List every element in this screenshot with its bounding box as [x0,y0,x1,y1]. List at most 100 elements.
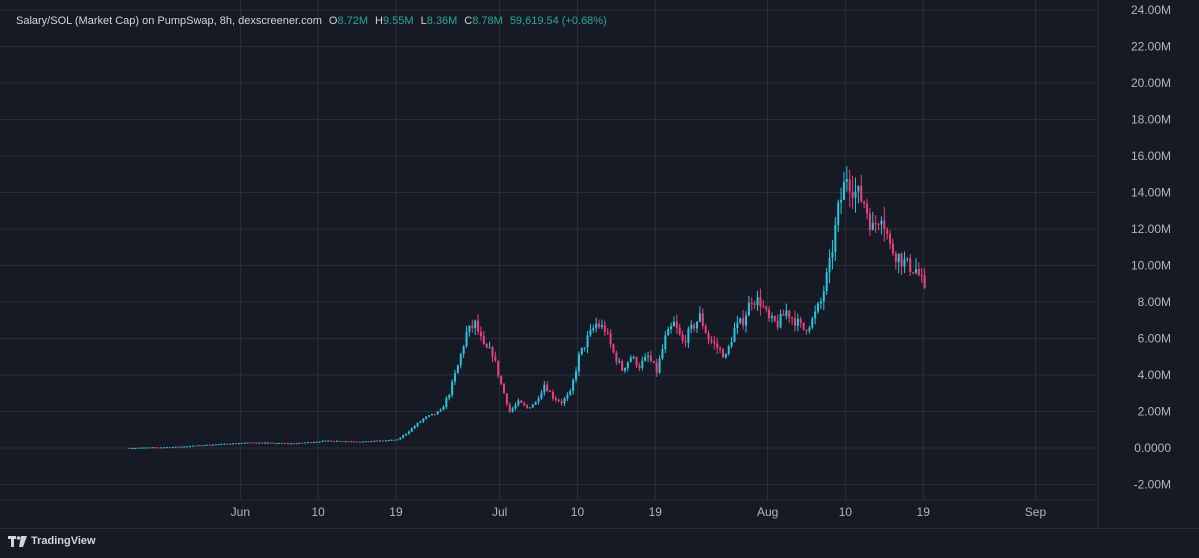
candle-body [667,328,670,336]
candle-body [623,367,627,371]
candle-body [629,357,632,362]
candle-body [554,398,557,400]
open-label: O [328,15,338,27]
candle-body [848,179,851,192]
low-label: L [420,15,427,27]
candle-body [583,347,586,349]
candle-body [350,441,353,443]
candle-body [312,442,315,444]
candle-body [615,352,618,362]
candle-body [393,439,396,441]
candle-body [272,442,275,444]
candle-body [255,442,258,444]
candle-body [491,347,494,357]
candle-body [750,302,753,304]
candle-body [229,443,232,445]
candle-body [791,317,794,319]
candle-body [134,447,137,449]
candle-body [753,303,756,306]
candle-body [773,315,776,321]
candle-body [330,440,333,442]
tradingview-icon [8,535,27,547]
price-tick-label: 24.00M [1131,3,1171,17]
candle-body [220,443,223,445]
candle-body [139,447,142,449]
candle-body [903,259,906,267]
price-tick-label: 0.0000 [1134,441,1171,455]
candle-body [776,320,779,328]
candle-body [327,440,330,442]
price-tick-label: 6.00M [1138,332,1171,346]
price-tick-label: 2.00M [1138,405,1171,419]
candle-body [186,446,189,448]
candle-body [471,325,474,328]
change-value: 59,619.54 (+0.68%) [509,15,607,27]
candle-body [819,301,822,304]
candle-body [165,447,168,449]
candle-body [324,440,327,442]
price-tick-label: -2.00M [1134,478,1171,492]
candle-body [226,443,229,445]
candle-body [364,441,367,443]
candle-body [719,347,722,350]
candle-body [575,371,578,380]
candle-body [894,253,897,262]
candle-body [511,408,514,412]
price-tick-label: 10.00M [1131,259,1171,273]
candle-body [546,384,549,392]
high-value: 9.55M [383,15,414,27]
candle-body [626,361,629,368]
candle-body [747,302,750,316]
candle-body [402,435,405,438]
candle-body [237,443,240,445]
candle-body [644,356,647,361]
candle-body [373,440,376,442]
candle-body [407,431,410,434]
candle-body [448,395,451,398]
candle-body [727,346,730,354]
candle-body [759,297,762,307]
candle-body [589,329,592,336]
candle-body [214,444,217,446]
candle-body [243,442,246,444]
candle-body [451,381,454,396]
candle-body [405,433,408,436]
candle-body [811,318,814,328]
candle-body [831,251,834,258]
candle-body [315,441,318,443]
candle-body [745,315,748,326]
candle-body [151,447,154,449]
candle-body [557,399,560,402]
candle-body [410,428,413,432]
candle-body [598,323,601,328]
candle-body [289,443,292,445]
candle-body [716,343,719,348]
candle-body [387,440,390,442]
candle-body [730,342,733,347]
candle-body [540,392,543,399]
candle-body [428,415,431,417]
candle-body [621,361,624,371]
candle-body [459,353,462,366]
candle-body [232,443,235,445]
candle-body [641,360,644,369]
candle-body [465,331,468,347]
candle-body [871,223,874,230]
candle-body [687,328,690,343]
candle-body [690,324,693,329]
candle-body [514,404,517,409]
candle-body [367,441,370,443]
candle-body [390,439,393,441]
candle-body [266,442,269,444]
candle-body [834,224,837,252]
tradingview-logo[interactable]: TradingView [8,535,96,547]
candle-body [606,331,609,333]
low-value: 8.36M [426,15,458,27]
candle-body [497,360,500,376]
candle-body [168,447,171,449]
candle-body [592,328,595,330]
candle-body [770,315,773,318]
candle-body [505,393,508,405]
candle-body [681,334,684,341]
